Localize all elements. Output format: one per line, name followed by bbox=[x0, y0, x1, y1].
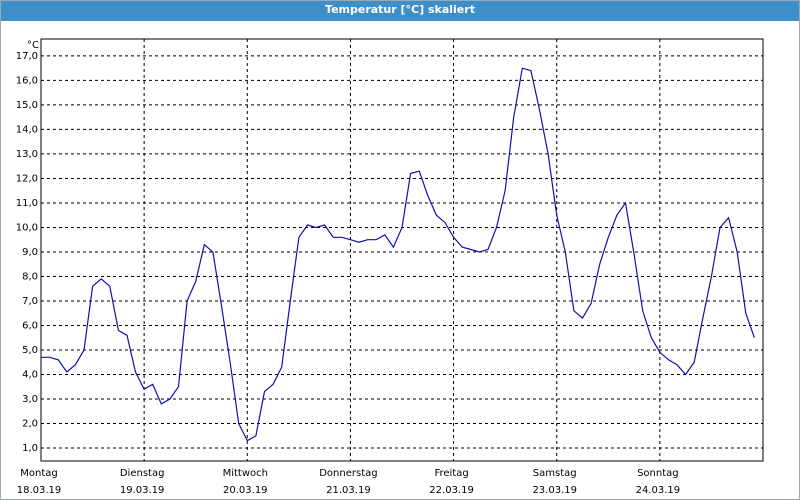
y-tick-label: 8,0 bbox=[22, 271, 38, 282]
y-tick-label: 4,0 bbox=[22, 369, 38, 380]
y-tick-label: 9,0 bbox=[22, 247, 38, 258]
x-date-label: 24.03.19 bbox=[636, 485, 681, 496]
x-tick-label: Freitag bbox=[434, 468, 468, 479]
x-tick-label: Sonntag bbox=[637, 468, 679, 479]
y-tick-label: 3,0 bbox=[22, 394, 38, 405]
x-tick-label: Mittwoch bbox=[223, 468, 268, 479]
y-tick-label: 13,0 bbox=[16, 149, 38, 160]
x-date-label: 18.03.19 bbox=[17, 485, 62, 496]
x-tick-label: Montag bbox=[20, 468, 57, 479]
y-tick-label: 17,0 bbox=[16, 51, 38, 62]
x-date-label: 22.03.19 bbox=[429, 485, 474, 496]
y-tick-label: 10,0 bbox=[16, 222, 38, 233]
y-tick-label: 6,0 bbox=[22, 320, 38, 331]
chart-title: Temperatur [°C] skaliert bbox=[1, 1, 799, 21]
y-tick-label: 16,0 bbox=[16, 75, 38, 86]
temperature-line bbox=[41, 67, 755, 442]
plot-frame bbox=[40, 38, 764, 462]
y-tick-label: 14,0 bbox=[16, 124, 38, 135]
chart: °C 1,0 2,0 3,0 4,0 5,0 6,0 7,0 8,0 9,0 10,0 11,0 12… bbox=[16, 38, 764, 496]
y-tick-label: 12,0 bbox=[16, 173, 38, 184]
y-tick-label: 7,0 bbox=[22, 296, 38, 307]
x-date-label: 19.03.19 bbox=[120, 485, 165, 496]
x-tick-label: Dienstag bbox=[120, 468, 165, 479]
y-tick-label: 5,0 bbox=[22, 345, 38, 356]
x-date-label: 20.03.19 bbox=[223, 485, 268, 496]
y-unit: °C bbox=[27, 40, 39, 51]
x-tick-label: Donnerstag bbox=[319, 468, 377, 479]
y-tick-label: 1,0 bbox=[22, 443, 38, 454]
x-date-label: 21.03.19 bbox=[326, 485, 371, 496]
y-tick-label: 15,0 bbox=[16, 100, 38, 111]
x-date-label: 23.03.19 bbox=[532, 485, 577, 496]
x-tick-label: Samstag bbox=[533, 468, 577, 479]
y-tick-label: 2,0 bbox=[22, 419, 38, 430]
y-tick-label: 11,0 bbox=[16, 198, 38, 209]
